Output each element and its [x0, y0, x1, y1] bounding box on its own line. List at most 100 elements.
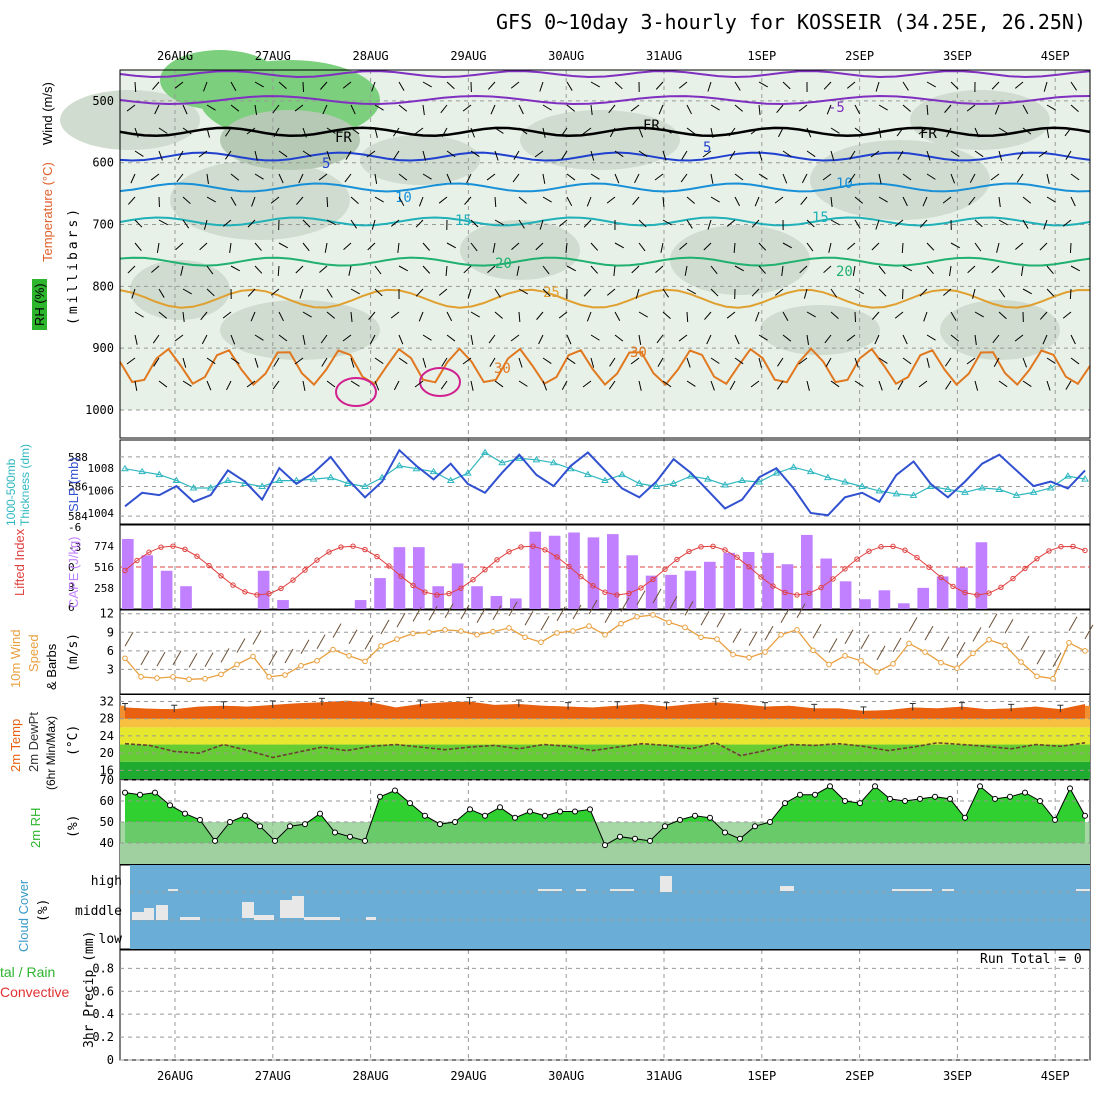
wind-barb [926, 242, 935, 251]
wind-barb [440, 104, 448, 114]
wind10-speed-line [124, 614, 1086, 680]
wind-barb [998, 380, 1008, 388]
wind-barb [806, 127, 812, 138]
rh-shade-area [760, 305, 880, 355]
thickness-point [463, 469, 472, 476]
wind-barb [974, 380, 979, 391]
wind-barb [849, 150, 856, 160]
wind-barb [1022, 196, 1032, 204]
thickness-point [258, 482, 267, 489]
wind-barb [134, 311, 144, 318]
wind-barb [634, 173, 640, 184]
wind-barb [875, 219, 880, 230]
rh2m-point [812, 791, 818, 798]
wind-barb [446, 242, 457, 249]
rh2m-point [467, 806, 473, 813]
cloud-cover-block [168, 889, 178, 891]
cloud-cover-block [144, 908, 154, 920]
li-point [650, 576, 656, 583]
wind10-barb [652, 588, 662, 604]
wind-barb [710, 196, 720, 203]
wind-barb [994, 104, 1000, 115]
pressure-tick-label: 700 [92, 218, 114, 232]
wind-barb [250, 311, 256, 322]
wind-barb [830, 196, 833, 207]
wind-barb [681, 150, 688, 160]
wind-barb [445, 265, 448, 277]
rh2m-point [242, 812, 248, 819]
wind10-point [698, 634, 704, 641]
li-point [206, 562, 212, 569]
rh2m-point [872, 783, 878, 790]
wind-barb [180, 265, 184, 276]
wind10-barb [972, 627, 982, 642]
wind-barb [176, 173, 184, 183]
wind-barb [878, 104, 888, 111]
thickness-point [858, 482, 867, 489]
wind-barb [902, 334, 908, 345]
wind-barb [131, 288, 136, 299]
rh-tick-label: 70 [100, 773, 114, 787]
contour-label: 30 [630, 345, 647, 361]
li-point [542, 547, 548, 553]
wind-barb [174, 334, 184, 342]
wind-barb [374, 104, 384, 111]
wind-barb [370, 334, 376, 345]
wind10-barb [764, 625, 774, 641]
wind10-barb [1020, 635, 1030, 651]
wind-barb [182, 311, 185, 322]
thickness-point [549, 458, 558, 466]
wind10-barb [780, 608, 790, 624]
wind-barb [734, 173, 744, 181]
pressure-tick-label: 800 [92, 279, 114, 293]
wind-barb [494, 219, 504, 226]
wind-barb [638, 219, 647, 228]
wind10-point [250, 653, 256, 660]
wind-barb [438, 196, 448, 204]
wind-barb [153, 357, 160, 367]
contour-label: 20 [836, 264, 853, 280]
wind-barb [974, 127, 980, 138]
thickness-point [446, 476, 455, 484]
upper-below-ground [120, 410, 1090, 438]
cape-tick-label: 516 [94, 561, 114, 574]
rh-shade-area [170, 160, 350, 240]
rh-tick-label: 60 [100, 794, 114, 808]
wind-barb [278, 150, 288, 158]
pressure-tick-label: 900 [92, 341, 114, 355]
rh2m-point [902, 798, 908, 804]
wind-barb [896, 127, 904, 137]
wind-barb [470, 311, 480, 318]
wind10-barb [988, 613, 998, 628]
cape-bar [529, 531, 542, 609]
wind-barb [130, 173, 136, 184]
wind-barb [565, 242, 568, 253]
wind-barb [182, 104, 188, 115]
wind-barb [734, 196, 741, 207]
wind10-tick-label: 3 [107, 662, 114, 676]
rh2m-point [452, 819, 458, 825]
wind-barb [134, 150, 144, 157]
wind-barb [487, 81, 496, 90]
wind10-barb [332, 623, 342, 638]
wind-barb [946, 127, 952, 138]
wind10-point [810, 647, 816, 654]
thickness-point [841, 478, 849, 485]
wind-barb [367, 242, 376, 251]
wind10-barb [268, 650, 278, 666]
wind-barb [560, 127, 568, 137]
rh2m-point [377, 793, 383, 800]
li-point [830, 576, 836, 582]
rh2m-point [1082, 812, 1088, 819]
wind-barb [734, 104, 743, 112]
wind-barb [342, 81, 352, 89]
wind-barb [991, 265, 1000, 274]
wind10-point [746, 654, 752, 661]
wind-barb [878, 173, 882, 184]
rh2m-point [977, 783, 983, 790]
contour-label: 10 [395, 190, 412, 206]
wind-barb [350, 104, 356, 115]
wind-barb [972, 288, 976, 299]
wind-barb [902, 173, 912, 181]
wind-barb [897, 150, 904, 160]
